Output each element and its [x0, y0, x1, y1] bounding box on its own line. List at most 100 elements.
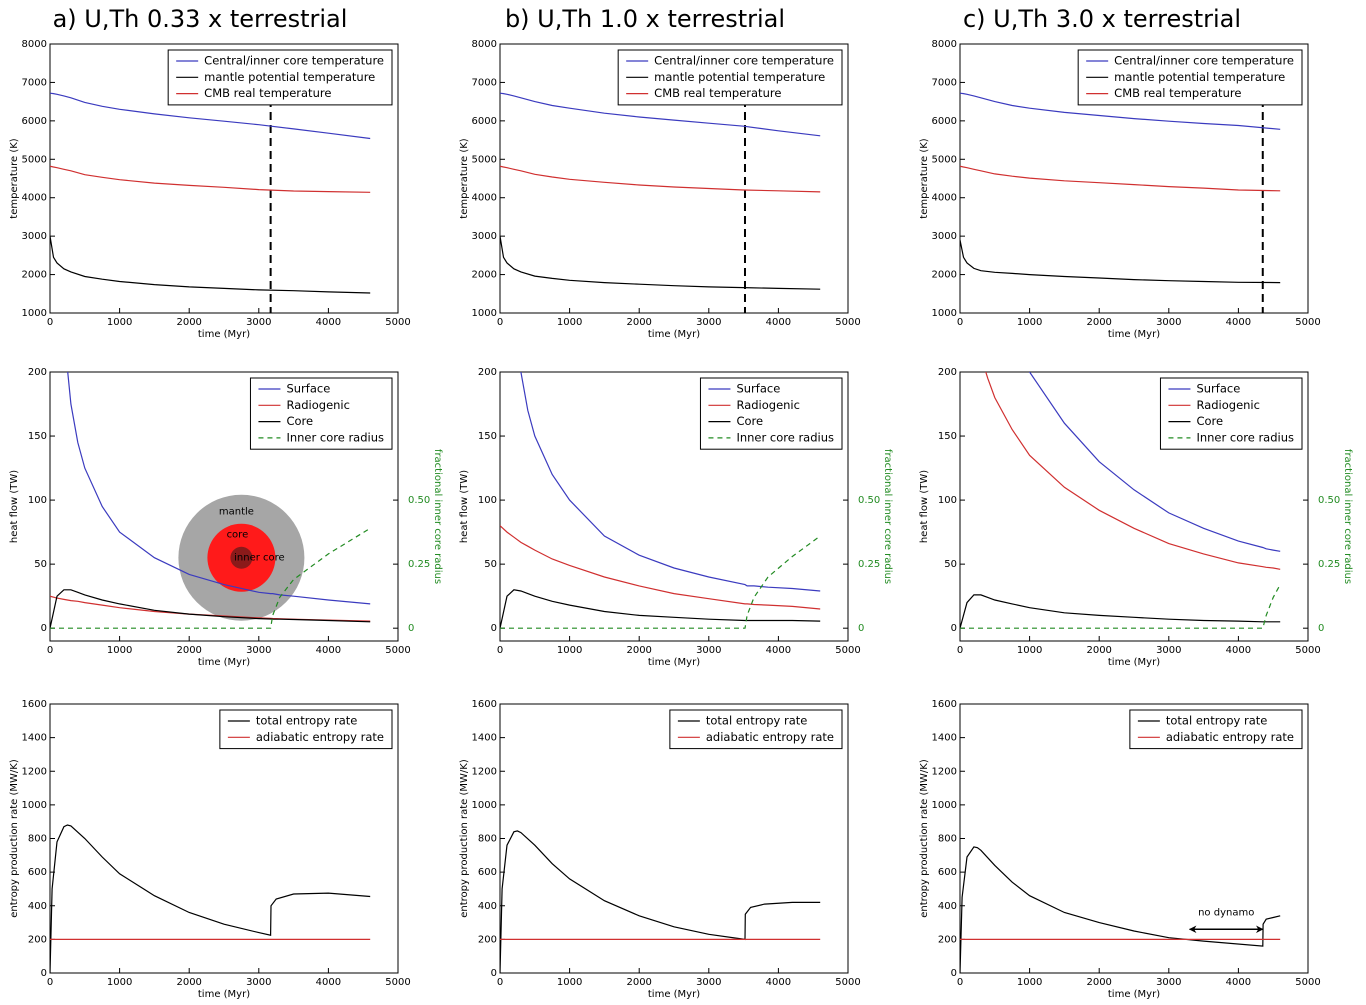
plot-frame — [959, 371, 1309, 642]
series-line — [500, 92, 821, 137]
x-tick-label: 2000 — [1086, 645, 1111, 656]
y-tick-label: 1000 — [472, 308, 497, 319]
y-tick-label: 7000 — [932, 77, 957, 88]
y-tick-label: 600 — [28, 867, 47, 878]
y-tick-label: 6000 — [472, 116, 497, 127]
legend-label: total entropy rate — [1166, 714, 1267, 728]
y-tick-label: 600 — [938, 867, 957, 878]
y-tick-label: 3000 — [472, 231, 497, 242]
x-axis-label: time (Myr) — [1108, 657, 1160, 668]
legend-box — [669, 709, 843, 750]
legend-label: adiabatic entropy rate — [1166, 730, 1294, 744]
y2-axis-label: fractional inner core radius — [1342, 449, 1353, 584]
x-axis-label: time (Myr) — [648, 657, 700, 668]
legend-label: CMB real temperature — [1114, 86, 1241, 100]
inset-label: mantle — [219, 507, 254, 518]
x-axis-label: time (Myr) — [1108, 329, 1160, 340]
y2-tick-label: 0 — [1318, 623, 1324, 634]
y-axis-label: entropy production rate (MW/K) — [459, 759, 470, 918]
y2-tick-label: 0.50 — [408, 495, 430, 506]
legend-label: mantle potential temperature — [654, 70, 825, 84]
subplot: 0 1000 2000 3000 4000 500005010015020000.250.… — [919, 367, 1353, 668]
y-tick-label: 800 — [938, 834, 957, 845]
chart-title: b) U,Th 1.0 x terrestrial — [505, 5, 785, 33]
legend-box — [167, 49, 393, 106]
y2-tick-label: 0.25 — [858, 559, 880, 570]
y-tick-label: 5000 — [932, 154, 957, 165]
x-tick-label: 5000 — [1295, 977, 1320, 988]
legend-label: CMB real temperature — [204, 86, 331, 100]
x-tick-label: 1000 — [107, 317, 132, 328]
y-tick-label: 0 — [951, 623, 957, 634]
y2-axis-label: fractional inner core radius — [432, 449, 443, 584]
series-line — [50, 165, 371, 193]
y-tick-label: 1200 — [472, 766, 497, 777]
y2-tick-label: 0.25 — [1318, 559, 1340, 570]
x-tick-label: 5000 — [835, 317, 860, 328]
legend-label: Inner core radius — [736, 430, 834, 444]
y-tick-label: 1000 — [472, 800, 497, 811]
x-axis-label: time (Myr) — [648, 329, 700, 340]
y-tick-label: 1200 — [932, 766, 957, 777]
legend-label: Radiogenic — [286, 398, 350, 412]
x-tick-label: 1000 — [1017, 645, 1042, 656]
y-tick-label: 8000 — [22, 39, 47, 50]
y-tick-label: 1000 — [932, 800, 957, 811]
y-tick-label: 150 — [478, 431, 497, 442]
y-tick-label: 1600 — [932, 699, 957, 710]
y-tick-label: 100 — [478, 495, 497, 506]
legend: Surface Radiogenic Core Inner core radius — [1159, 377, 1303, 450]
x-tick-label: 2000 — [176, 645, 201, 656]
y-tick-label: 200 — [938, 934, 957, 945]
subplot: 0 1000 2000 3000 4000 5000 0 200 400 600 800 1000 12… — [9, 699, 411, 1000]
x-tick-label: 1000 — [107, 977, 132, 988]
y-tick-label: 0 — [491, 968, 497, 979]
annotation-text: no dynamo — [1198, 907, 1254, 918]
y-tick-label: 800 — [478, 834, 497, 845]
legend-label: CMB real temperature — [654, 86, 781, 100]
x-tick-label: 0 — [47, 317, 53, 328]
y-tick-label: 800 — [28, 834, 47, 845]
y-tick-label: 150 — [28, 431, 47, 442]
y-tick-label: 6000 — [22, 116, 47, 127]
series-line — [1028, 372, 1281, 552]
x-tick-label: 1000 — [1017, 317, 1042, 328]
series-line — [500, 830, 821, 973]
y2-tick-label: 0.25 — [408, 559, 430, 570]
y-axis-label: temperature (K) — [9, 138, 20, 218]
x-tick-label: 0 — [47, 645, 53, 656]
legend-label: Central/inner core temperature — [204, 54, 384, 68]
series-line — [50, 92, 371, 140]
legend: Surface Radiogenic Core Inner core radius — [249, 377, 393, 450]
x-tick-label: 0 — [47, 977, 53, 988]
x-tick-label: 2000 — [626, 317, 651, 328]
legend-label: adiabatic entropy rate — [256, 730, 384, 744]
series-line — [500, 236, 821, 290]
x-tick-label: 3000 — [246, 317, 271, 328]
y2-axis-label: fractional inner core radius — [882, 449, 893, 584]
y-axis-label: heat flow (TW) — [459, 470, 470, 543]
x-tick-label: 2000 — [176, 317, 201, 328]
x-tick-label: 2000 — [626, 977, 651, 988]
legend-label: Surface — [736, 382, 780, 396]
y-tick-label: 6000 — [932, 116, 957, 127]
x-tick-label: 4000 — [766, 317, 791, 328]
subplot: 0 1000 2000 3000 4000 5000 0 200 400 600 800 1000 12… — [919, 699, 1321, 1000]
x-tick-label: 4000 — [1226, 977, 1251, 988]
y-tick-label: 200 — [478, 367, 497, 378]
x-tick-label: 4000 — [766, 645, 791, 656]
y-tick-label: 200 — [938, 367, 957, 378]
y-tick-label: 1400 — [472, 733, 497, 744]
series-line — [500, 165, 821, 193]
legend: total entropy rate adiabatic entropy rate — [669, 709, 843, 750]
x-tick-label: 2000 — [176, 977, 201, 988]
series-line — [520, 372, 821, 592]
x-tick-label: 4000 — [1226, 645, 1251, 656]
legend-label: adiabatic entropy rate — [706, 730, 834, 744]
y-tick-label: 1400 — [932, 733, 957, 744]
inset-label: core — [227, 530, 249, 541]
plot-frame — [959, 43, 1309, 314]
y-tick-label: 200 — [28, 934, 47, 945]
